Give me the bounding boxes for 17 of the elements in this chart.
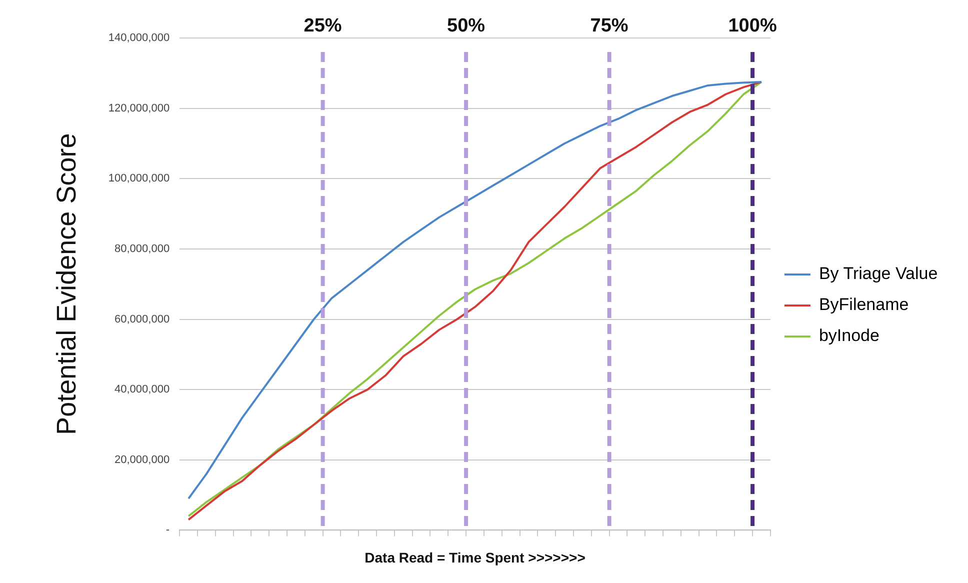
text: 100% xyxy=(728,16,777,37)
y-tick-label: 100,000,000 xyxy=(108,172,170,185)
x-axis-title: Data Read = Time Spent >>>>>>> xyxy=(364,549,586,566)
y-tick-label: 60,000,000 xyxy=(114,313,170,326)
legend-label: ByFilename xyxy=(818,295,909,314)
text: 50% xyxy=(447,16,486,37)
text: 25% xyxy=(304,16,342,37)
text: 75% xyxy=(590,16,628,37)
y-tick-label: 120,000,000 xyxy=(108,102,170,114)
y-tick-label: 80,000,000 xyxy=(114,242,170,255)
y-tick-label: 20,000,000 xyxy=(114,454,170,466)
legend-label: By Triage Value xyxy=(818,264,938,284)
legend-label: byInode xyxy=(818,326,880,346)
y-axis-title: Potential Evidence Score xyxy=(52,133,82,435)
y-tick-label: - xyxy=(166,524,170,536)
y-tick-label: 40,000,000 xyxy=(114,384,170,396)
y-tick-label: 140,000,000 xyxy=(108,32,170,44)
